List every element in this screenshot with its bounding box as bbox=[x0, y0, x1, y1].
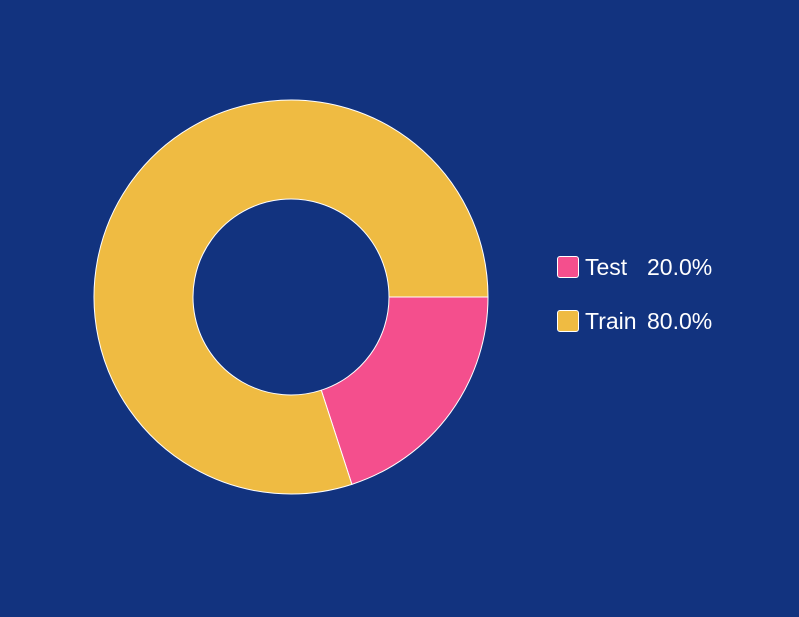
legend-swatch-test bbox=[557, 256, 579, 278]
slice-test[interactable] bbox=[320, 296, 489, 485]
legend-value-train: 80.0% bbox=[647, 307, 713, 334]
legend-item-test[interactable]: Test 20.0% bbox=[557, 252, 712, 282]
legend-value-test: 20.0% bbox=[647, 253, 713, 280]
slice-train[interactable] bbox=[93, 99, 489, 495]
legend-label-train: Train bbox=[585, 307, 637, 334]
legend-item-train[interactable]: Train 80.0% bbox=[557, 306, 712, 336]
legend-label-test: Test bbox=[585, 253, 628, 280]
legend: Test 20.0% Train 80.0% bbox=[557, 252, 712, 360]
legend-swatch-train bbox=[557, 310, 579, 332]
